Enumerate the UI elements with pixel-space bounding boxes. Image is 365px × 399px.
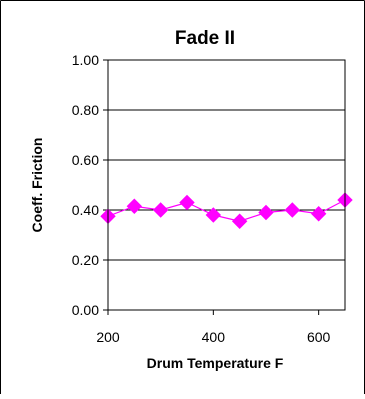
y-tick-label: 1.00 [72,52,99,68]
x-axis-label: Drum Temperature F [147,355,284,371]
data-point [179,194,195,211]
series-line [107,199,346,222]
x-tick-label: 600 [307,329,331,345]
y-tick-label: 0.20 [72,252,99,268]
data-point [231,213,248,229]
y-tick-label: 0.60 [72,152,99,168]
x-tick-label: 400 [202,329,226,345]
grid-lines [103,59,345,315]
data-point [152,202,169,218]
y-tick-label: 0.40 [72,202,99,218]
data-point [205,207,222,223]
data-point [258,204,274,221]
y-tick-label: 0.80 [72,102,99,118]
data-point [284,202,301,218]
data-point [310,206,327,222]
y-tick-label: 0.00 [72,302,99,318]
x-tick-label: 200 [96,329,120,345]
plot-border [107,59,346,311]
series-friction [100,192,353,229]
tick-labels: 0.00 0.20 0.40 0.60 0.80 1.00 200 400 600 [72,52,331,345]
data-point [126,198,143,214]
y-axis-label: Coeff. Friction [29,138,45,233]
chart-title: Fade II [175,28,235,49]
